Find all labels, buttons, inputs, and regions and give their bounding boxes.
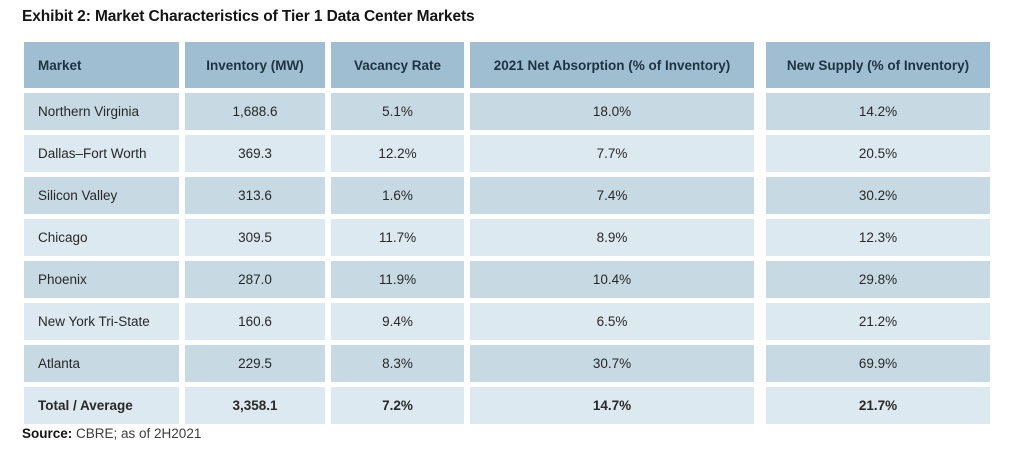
cell-net-absorption: 10.4% [470, 261, 760, 298]
column-header-inventory: Inventory (MW) [185, 42, 325, 88]
column-header-net-absorption: 2021 Net Absorption (% of Inventory) [470, 42, 760, 88]
table-header-row: Market Inventory (MW) Vacancy Rate 2021 … [24, 42, 990, 88]
cell-net-absorption: 8.9% [470, 219, 760, 256]
exhibit-title: Exhibit 2: Market Characteristics of Tie… [22, 8, 475, 25]
cell-vacancy-rate: 5.1% [331, 93, 464, 130]
cell-net-absorption: 30.7% [470, 345, 760, 382]
cell-market: Phoenix [24, 261, 179, 298]
cell-new-supply: 21.7% [766, 387, 990, 424]
table-row-phoenix: Phoenix 287.0 11.9% 10.4% 29.8% [24, 261, 990, 298]
column-header-new-supply: New Supply (% of Inventory) [766, 42, 990, 88]
cell-inventory: 3,358.1 [185, 387, 325, 424]
cell-net-absorption: 7.7% [470, 135, 760, 172]
cell-new-supply: 69.9% [766, 345, 990, 382]
cell-new-supply: 20.5% [766, 135, 990, 172]
cell-net-absorption: 6.5% [470, 303, 760, 340]
cell-inventory: 229.5 [185, 345, 325, 382]
table-row-atlanta: Atlanta 229.5 8.3% 30.7% 69.9% [24, 345, 990, 382]
market-characteristics-table: Market Inventory (MW) Vacancy Rate 2021 … [24, 42, 990, 429]
column-header-market: Market [24, 42, 179, 88]
cell-market: Northern Virginia [24, 93, 179, 130]
cell-vacancy-rate: 11.7% [331, 219, 464, 256]
source-line: Source: CBRE; as of 2H2021 [22, 426, 201, 441]
cell-vacancy-rate: 9.4% [331, 303, 464, 340]
table-row-silicon-valley: Silicon Valley 313.6 1.6% 7.4% 30.2% [24, 177, 990, 214]
cell-inventory: 313.6 [185, 177, 325, 214]
cell-new-supply: 30.2% [766, 177, 990, 214]
cell-inventory: 287.0 [185, 261, 325, 298]
cell-inventory: 369.3 [185, 135, 325, 172]
cell-net-absorption: 18.0% [470, 93, 760, 130]
cell-vacancy-rate: 7.2% [331, 387, 464, 424]
cell-market: New York Tri-State [24, 303, 179, 340]
cell-net-absorption: 14.7% [470, 387, 760, 424]
cell-inventory: 1,688.6 [185, 93, 325, 130]
column-header-vacancy-rate: Vacancy Rate [331, 42, 464, 88]
cell-market: Atlanta [24, 345, 179, 382]
cell-vacancy-rate: 11.9% [331, 261, 464, 298]
cell-market: Chicago [24, 219, 179, 256]
cell-inventory: 309.5 [185, 219, 325, 256]
table-row-new-york-tri-state: New York Tri-State 160.6 9.4% 6.5% 21.2% [24, 303, 990, 340]
cell-market: Dallas–Fort Worth [24, 135, 179, 172]
cell-market: Silicon Valley [24, 177, 179, 214]
cell-new-supply: 14.2% [766, 93, 990, 130]
cell-inventory: 160.6 [185, 303, 325, 340]
cell-new-supply: 12.3% [766, 219, 990, 256]
cell-new-supply: 21.2% [766, 303, 990, 340]
table-row-northern-virginia: Northern Virginia 1,688.6 5.1% 18.0% 14.… [24, 93, 990, 130]
source-text: CBRE; as of 2H2021 [72, 426, 202, 441]
cell-vacancy-rate: 8.3% [331, 345, 464, 382]
cell-vacancy-rate: 1.6% [331, 177, 464, 214]
source-label: Source: [22, 426, 73, 441]
cell-market: Total / Average [24, 387, 179, 424]
cell-new-supply: 29.8% [766, 261, 990, 298]
cell-vacancy-rate: 12.2% [331, 135, 464, 172]
table-row-total-average: Total / Average 3,358.1 7.2% 14.7% 21.7% [24, 387, 990, 424]
table-row-chicago: Chicago 309.5 11.7% 8.9% 12.3% [24, 219, 990, 256]
cell-net-absorption: 7.4% [470, 177, 760, 214]
table-row-dallas-fort-worth: Dallas–Fort Worth 369.3 12.2% 7.7% 20.5% [24, 135, 990, 172]
